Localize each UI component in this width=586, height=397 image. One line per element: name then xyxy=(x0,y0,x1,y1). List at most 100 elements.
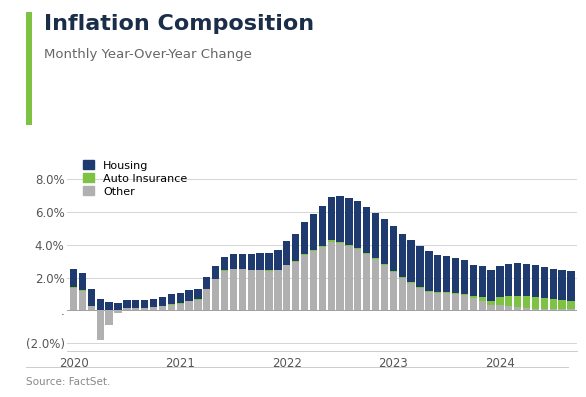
Bar xyxy=(363,207,370,253)
Bar xyxy=(532,309,539,310)
Bar xyxy=(469,298,477,310)
Bar xyxy=(195,289,202,299)
Bar xyxy=(79,273,86,290)
Bar xyxy=(398,278,406,310)
Bar xyxy=(265,270,272,271)
Bar xyxy=(558,300,565,309)
Bar xyxy=(195,300,202,310)
Bar xyxy=(443,292,450,293)
Bar xyxy=(523,297,530,308)
Bar xyxy=(381,265,388,310)
Bar xyxy=(434,254,441,292)
Bar xyxy=(372,259,379,310)
Bar xyxy=(265,253,272,270)
Bar xyxy=(461,260,468,293)
Bar xyxy=(203,289,210,310)
Bar xyxy=(425,251,432,291)
Bar xyxy=(550,269,557,299)
Bar xyxy=(372,258,379,259)
Bar xyxy=(488,301,495,306)
Bar xyxy=(434,292,441,293)
Bar xyxy=(230,254,237,269)
Bar xyxy=(105,310,113,325)
Bar xyxy=(283,241,291,264)
Bar xyxy=(292,262,299,310)
Bar xyxy=(452,293,459,294)
Bar xyxy=(221,256,228,270)
Bar xyxy=(70,288,77,310)
Bar xyxy=(150,307,157,310)
Bar xyxy=(443,293,450,310)
Bar xyxy=(336,242,344,243)
Bar xyxy=(159,306,166,310)
Bar xyxy=(505,306,513,310)
Text: Inflation Composition: Inflation Composition xyxy=(44,14,314,34)
Bar xyxy=(141,300,148,308)
Bar xyxy=(230,270,237,310)
Bar xyxy=(567,309,575,310)
Bar xyxy=(390,272,397,310)
Bar xyxy=(363,253,370,254)
Bar xyxy=(336,243,344,310)
Bar xyxy=(203,277,210,289)
Bar xyxy=(488,306,495,310)
Bar xyxy=(70,287,77,288)
Bar xyxy=(390,271,397,272)
Bar xyxy=(319,206,326,247)
Bar xyxy=(150,299,157,307)
Bar xyxy=(505,264,513,297)
Bar xyxy=(514,263,522,297)
Bar xyxy=(541,267,548,298)
Bar xyxy=(345,246,353,310)
Text: Monthly Year-Over-Year Change: Monthly Year-Over-Year Change xyxy=(44,48,252,62)
Bar xyxy=(488,270,495,301)
Bar xyxy=(558,270,565,300)
Bar xyxy=(461,293,468,295)
Bar xyxy=(523,264,530,297)
Bar xyxy=(417,288,424,310)
Bar xyxy=(523,308,530,310)
Bar xyxy=(176,304,184,310)
Bar xyxy=(265,271,272,310)
Bar xyxy=(257,253,264,270)
Bar xyxy=(283,265,291,310)
Bar xyxy=(363,254,370,310)
Bar xyxy=(168,304,175,310)
Bar xyxy=(328,242,335,310)
Bar xyxy=(328,197,335,241)
Bar xyxy=(292,234,299,261)
Bar xyxy=(310,214,317,250)
Bar xyxy=(452,294,459,310)
Bar xyxy=(567,271,575,301)
Bar xyxy=(248,270,255,310)
Bar xyxy=(212,279,219,310)
Bar xyxy=(301,222,308,254)
Bar xyxy=(532,265,539,297)
Bar xyxy=(407,283,415,310)
Bar xyxy=(132,308,139,310)
Bar xyxy=(390,226,397,271)
Bar xyxy=(496,297,503,306)
Bar xyxy=(239,269,246,270)
Bar xyxy=(354,201,362,248)
Bar xyxy=(123,308,131,310)
Bar xyxy=(398,234,406,278)
Bar xyxy=(230,269,237,270)
Bar xyxy=(292,261,299,262)
Bar xyxy=(345,198,353,245)
Bar xyxy=(434,293,441,310)
Bar xyxy=(310,250,317,251)
Bar xyxy=(381,264,388,265)
Bar xyxy=(372,213,379,258)
Bar xyxy=(301,255,308,310)
Bar xyxy=(479,301,486,310)
Bar xyxy=(417,247,424,287)
Bar xyxy=(283,264,291,265)
Bar xyxy=(514,297,522,307)
Bar xyxy=(479,266,486,297)
Bar xyxy=(354,249,362,310)
Bar xyxy=(558,309,565,310)
Legend: Housing, Auto Insurance, Other: Housing, Auto Insurance, Other xyxy=(83,160,188,197)
Bar xyxy=(541,298,548,309)
Bar xyxy=(354,248,362,249)
